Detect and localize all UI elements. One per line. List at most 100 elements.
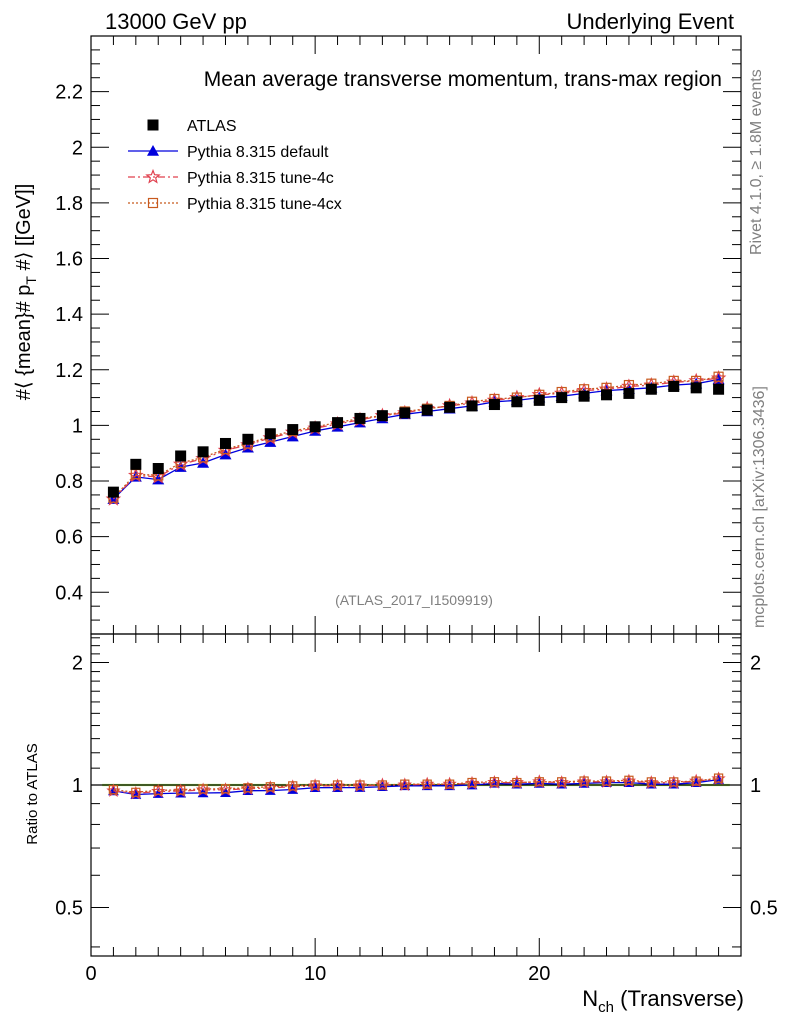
rivet-label: Rivet 4.1.0, ≥ 1.8M events <box>748 69 765 255</box>
legend: ATLAS Pythia 8.315 default Pythia 8.315 tu… <box>128 118 342 213</box>
point-atlas <box>713 383 725 395</box>
x-tick-label: 0 <box>85 963 96 985</box>
x-axis-label-sub: ch <box>598 999 614 1016</box>
ratio-line-pythia-8-315-default <box>113 778 719 796</box>
point-atlas <box>332 417 344 429</box>
point-atlas <box>309 421 321 433</box>
point-atlas <box>578 390 590 402</box>
point-atlas <box>197 446 209 458</box>
y-axis-label: #⟨ {mean}# pT #⟩ [[GeV]] <box>13 184 39 401</box>
point-atlas <box>107 486 119 498</box>
legend-marker-pythia-8-315-tune-4c <box>145 168 161 184</box>
point-pythia-8-315-tune-4cx <box>713 371 724 382</box>
point-atlas <box>601 389 613 401</box>
ratio-point-pythia-8-315-tune-4cx <box>467 777 477 788</box>
ratio-point-pythia-8-315-tune-4cx <box>512 777 522 788</box>
ratio-point-pythia-8-315-tune-4cx <box>669 777 679 787</box>
point-atlas <box>242 433 254 445</box>
point-atlas <box>175 450 187 462</box>
ratio-point-pythia-8-315-tune-4cx <box>332 780 343 790</box>
main-series-group <box>105 369 727 506</box>
ratio-point-pythia-8-315-tune-4cx <box>198 784 208 794</box>
ratio-line-pythia-8-315-tune-4c <box>113 778 719 795</box>
y-tick-label: 1.4 <box>55 304 83 326</box>
ratio-point-pythia-8-315-tune-4cx <box>713 773 724 783</box>
chart-title: Mean average transverse momentum, trans-… <box>204 68 722 91</box>
y-axis-label-tail: #⟩ [[GeV]] <box>13 184 35 276</box>
point-atlas <box>444 401 456 413</box>
y-tick-label: 2.2 <box>55 82 83 104</box>
legend-marker-pythia-8-315-tune-4cx <box>147 197 159 209</box>
ratio-point-pythia-8-315-tune-4cx <box>243 783 253 793</box>
point-atlas <box>354 412 366 424</box>
header-right: Underlying Event <box>566 9 734 34</box>
point-atlas <box>421 404 433 416</box>
point-atlas <box>466 400 478 412</box>
y-tick-label: 1.6 <box>55 249 83 271</box>
x-axis-label-tail: (Transverse) <box>614 986 744 1011</box>
ratio-point-pythia-8-315-tune-4cx <box>220 784 231 794</box>
ratio-tick-label-right: 2 <box>750 653 761 675</box>
point-atlas <box>533 394 545 406</box>
ratio-point-pythia-8-315-tune-4cx <box>579 776 589 786</box>
ratio-tick-label-right: 0.5 <box>750 897 778 919</box>
point-atlas <box>668 380 680 392</box>
point-atlas <box>556 392 568 404</box>
ratio-point-pythia-8-315-tune-4cx <box>557 777 567 787</box>
x-axis-label-main: N <box>582 986 598 1011</box>
analysis-watermark: (ATLAS_2017_I1509919) <box>335 592 493 608</box>
x-tick-label: 10 <box>304 963 326 985</box>
mcplots-label: mcplots.cern.ch [arXiv:1306.3436] <box>751 386 768 628</box>
ratio-y-axis-label: Ratio to ATLAS <box>24 743 41 844</box>
ratio-point-pythia-8-315-tune-4cx <box>444 779 455 789</box>
ratio-point-pythia-8-315-tune-4cx <box>176 785 186 795</box>
legend-label-pythia-8-315-tune-4cx: Pythia 8.315 tune-4cx <box>187 196 342 213</box>
y-axis-label-main: #⟨ {mean}# p <box>13 285 35 401</box>
point-atlas <box>376 410 388 422</box>
point-atlas <box>645 383 657 395</box>
ratio-point-pythia-8-315-tune-4cx <box>377 780 388 790</box>
ratio-point-pythia-8-315-tune-4cx <box>624 775 634 785</box>
series-line-pythia-8-315-default <box>112 378 719 500</box>
x-tick-label: 20 <box>528 963 550 985</box>
y-tick-label: 1.8 <box>55 193 83 215</box>
legend-marker-atlas <box>147 119 159 131</box>
ratio-point-pythia-8-315-tune-4cx <box>422 779 432 789</box>
ratio-tick-label-right: 1 <box>750 775 761 797</box>
point-atlas <box>130 458 142 470</box>
header-left: 13000 GeV pp <box>105 9 247 34</box>
y-tick-label: 1.2 <box>55 360 83 382</box>
legend-label-atlas: ATLAS <box>187 118 237 135</box>
ratio-tick-label: 2 <box>72 653 83 675</box>
ratio-point-pythia-8-315-tune-4cx <box>534 777 544 787</box>
legend-label-pythia-8-315-default: Pythia 8.315 default <box>187 144 329 161</box>
ratio-plot-frame <box>90 633 742 957</box>
ratio-point-pythia-8-315-tune-4cx <box>131 787 141 797</box>
legend-marker-pythia-8-315-default <box>147 145 159 156</box>
series-line-pythia-8-315-tune-4c <box>112 377 719 500</box>
y-axis-label-sub: T <box>23 276 39 285</box>
y-tick-label: 0.4 <box>55 582 83 604</box>
ratio-point-pythia-8-315-tune-4cx <box>489 777 500 787</box>
point-atlas <box>623 387 635 399</box>
ratio-tick-label: 0.5 <box>55 897 83 919</box>
ratio-point-pythia-8-315-tune-4cx <box>288 781 298 791</box>
point-atlas <box>152 463 164 475</box>
y-tick-label: 1 <box>72 415 83 437</box>
point-atlas <box>219 437 231 449</box>
y-tick-label: 0.6 <box>55 527 83 549</box>
axes-group: 0 10 20 0.4 0.6 0.8 1 1.2 1.4 1.6 1.8 2 2.2 0.5 0.5 1 1 2… <box>55 36 778 985</box>
ratio-tick-label: 1 <box>72 775 83 797</box>
point-atlas <box>399 407 411 419</box>
point-atlas <box>264 428 276 440</box>
ratio-point-pythia-8-315-tune-4cx <box>108 785 119 795</box>
y-tick-label: 2 <box>72 137 83 159</box>
legend-label-pythia-8-315-tune-4c: Pythia 8.315 tune-4c <box>187 170 334 187</box>
point-atlas <box>488 399 500 411</box>
ratio-point-pythia-8-315-tune-4cx <box>646 777 656 787</box>
ratio-point-pythia-8-315-tune-4cx <box>355 780 365 790</box>
series-line-pythia-8-315-tune-4cx <box>112 376 719 499</box>
ratio-series-group <box>106 771 726 800</box>
ratio-point-pythia-8-315-tune-4cx <box>400 779 410 789</box>
